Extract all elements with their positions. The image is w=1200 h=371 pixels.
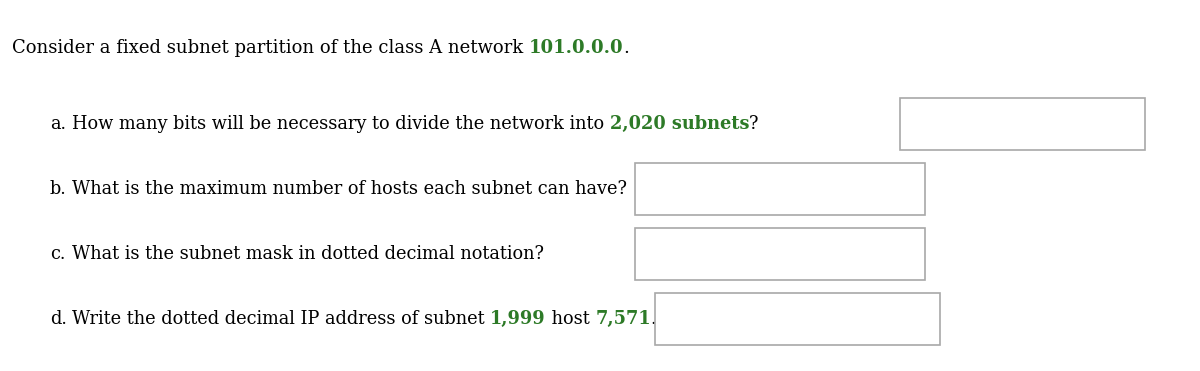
Text: Consider a fixed subnet partition of the class A network: Consider a fixed subnet partition of the… (12, 39, 529, 57)
Text: ?: ? (749, 115, 758, 133)
Text: .: . (650, 310, 656, 328)
Text: d.: d. (50, 310, 67, 328)
Bar (635, 163, 925, 215)
Bar (655, 293, 940, 345)
Text: Write the dotted decimal IP address of subnet: Write the dotted decimal IP address of s… (72, 310, 491, 328)
Text: c.: c. (50, 245, 65, 263)
Text: a.: a. (50, 115, 66, 133)
Text: What is the subnet mask in dotted decimal notation?: What is the subnet mask in dotted decima… (72, 245, 544, 263)
Bar (635, 228, 925, 280)
Text: 1,999: 1,999 (491, 310, 546, 328)
Text: What is the maximum number of hosts each subnet can have?: What is the maximum number of hosts each… (72, 180, 628, 198)
Text: .: . (624, 39, 630, 57)
Bar (900, 98, 1145, 150)
Text: b.: b. (50, 180, 67, 198)
Text: 2,020 subnets: 2,020 subnets (610, 115, 749, 133)
Text: How many bits will be necessary to divide the network into: How many bits will be necessary to divid… (72, 115, 610, 133)
Text: host: host (546, 310, 595, 328)
Text: 7,571: 7,571 (595, 310, 650, 328)
Text: 101.0.0.0: 101.0.0.0 (529, 39, 624, 57)
